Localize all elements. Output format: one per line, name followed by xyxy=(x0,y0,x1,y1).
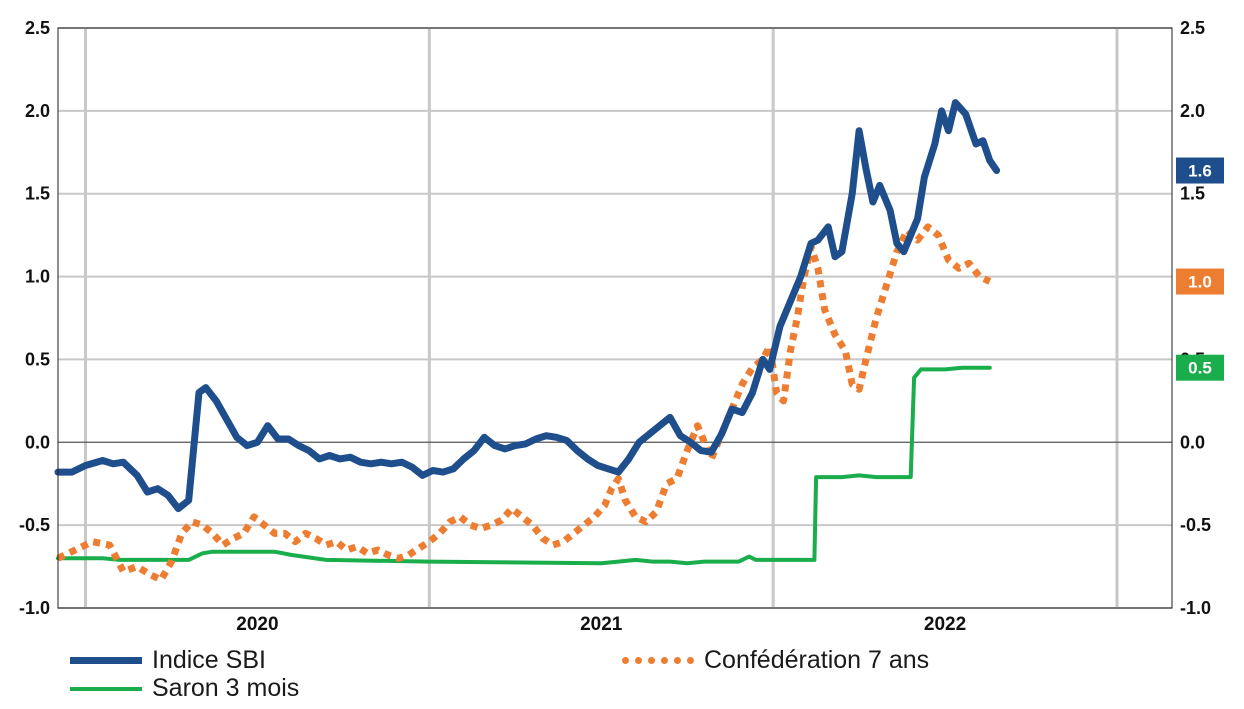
x-axis: 2020 2021 2022 xyxy=(236,614,966,635)
end-label-text: 1.6 xyxy=(1188,162,1212,181)
legend-label-sbi: Indice SBI xyxy=(152,646,266,674)
plot-border xyxy=(57,27,1173,609)
end-label-text: 1.0 xyxy=(1188,273,1212,292)
legend-label-conf7: Confédération 7 ans xyxy=(704,646,930,674)
y-tick-label-right: -0.5 xyxy=(1180,515,1211,535)
y-tick-label-left: 1.5 xyxy=(25,184,50,204)
y-tick-label-right: 1.5 xyxy=(1180,184,1205,204)
end-label-box xyxy=(1176,157,1224,184)
legend-swatch-saron xyxy=(70,686,142,691)
y-tick-label-left: -0.5 xyxy=(19,515,50,535)
end-labels: 1.6 1.0 0.5 xyxy=(1176,157,1224,381)
y-tick-label-left: -1.0 xyxy=(19,598,50,618)
y-tick-label-right: 2.5 xyxy=(1180,18,1205,38)
y-tick-label-right: -1.0 xyxy=(1180,598,1211,618)
y-axis-left: 2.5 2.0 1.5 1.0 0.5 0.0 -0.5 -1.0 xyxy=(19,18,50,618)
end-label-text: 0.5 xyxy=(1188,359,1212,378)
plot-frame xyxy=(57,27,1173,609)
y-tick-label-left: 0.5 xyxy=(25,349,50,369)
end-label-box xyxy=(1176,268,1224,295)
series-layer xyxy=(54,99,1001,584)
x-tick-label: 2020 xyxy=(236,614,278,635)
series-line-1 xyxy=(56,223,992,584)
legend: Indice SBI Confédération 7 ans Saron 3 m… xyxy=(0,640,1244,709)
grid xyxy=(58,27,1172,609)
series-line-0 xyxy=(54,99,1001,513)
legend-swatch-sbi xyxy=(70,657,142,664)
y-tick-label-left: 1.0 xyxy=(25,267,50,287)
y-tick-label-left: 2.5 xyxy=(25,18,50,38)
x-tick-label: 2021 xyxy=(580,614,623,635)
y-tick-label-left: 2.0 xyxy=(25,101,50,121)
legend-swatch-conf7 xyxy=(622,657,694,664)
y-tick-label-right: 0.0 xyxy=(1180,432,1205,452)
chart: 2.5 2.0 1.5 1.0 0.5 0.0 -0.5 -1.0 2.5 2.0 1.5 1.0 0… xyxy=(19,18,1224,635)
y-axis-right: 2.5 2.0 1.5 1.0 0.5 0.0 -0.5 -1.0 xyxy=(1180,18,1211,618)
end-label-box xyxy=(1176,354,1224,381)
legend-item-saron: Saron 3 mois xyxy=(70,674,299,703)
x-tick-label: 2022 xyxy=(924,614,966,635)
legend-label-saron: Saron 3 mois xyxy=(152,674,300,702)
y-tick-label-right: 2.0 xyxy=(1180,101,1205,121)
legend-item-conf7: Confédération 7 ans xyxy=(622,646,929,675)
series-line-2 xyxy=(56,365,992,566)
legend-item-sbi: Indice SBI xyxy=(70,646,266,675)
y-tick-label-left: 0.0 xyxy=(25,432,50,452)
